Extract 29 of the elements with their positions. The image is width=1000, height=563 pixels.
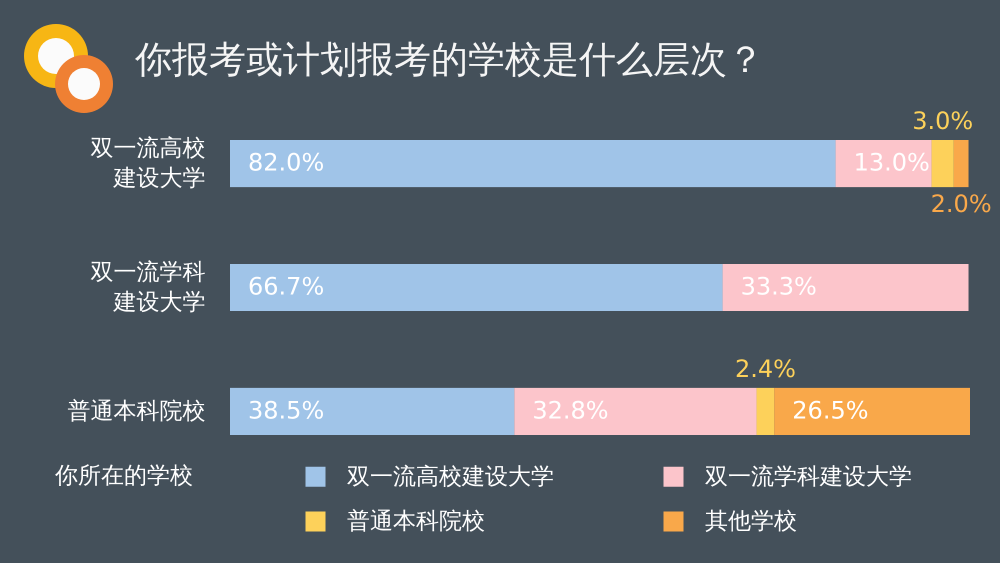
- data-label: 32.8%: [532, 396, 609, 424]
- data-label: 38.5%: [248, 396, 324, 424]
- bar: [756, 388, 774, 435]
- data-label: 2.0%: [930, 190, 992, 218]
- legend-label: 双一流高校建设大学: [347, 464, 554, 490]
- bar: [836, 140, 932, 188]
- data-label: 3.0%: [912, 107, 974, 135]
- data-label: 82.0%: [248, 148, 324, 177]
- chart-title: 你报考或计划报考的学校是什么层次？: [134, 38, 764, 81]
- data-label: 2.4%: [734, 354, 796, 383]
- legend-title: 你所在的学校: [54, 463, 193, 489]
- data-label: 13.0%: [854, 148, 930, 177]
- bar: [954, 140, 969, 188]
- data-label: 26.5%: [792, 396, 869, 424]
- legend-label: 普通本科院校: [347, 508, 485, 534]
- bar: [230, 264, 723, 312]
- data-label: 66.7%: [248, 272, 324, 300]
- y-tick-label: 普通本科院校: [68, 398, 206, 424]
- bar: [722, 264, 969, 312]
- legend-label: 双一流学科建设大学: [705, 464, 912, 490]
- data-label: 33.3%: [740, 272, 817, 300]
- bar: [514, 388, 757, 435]
- bar: [230, 388, 514, 435]
- bar: [774, 388, 970, 435]
- y-tick-label: 双一流学科建设大学: [90, 260, 206, 316]
- legend-label: 其他学校: [705, 508, 797, 534]
- bar: [932, 140, 954, 188]
- y-tick-label: 双一流高校建设大学: [90, 136, 206, 192]
- bar: [230, 140, 836, 188]
